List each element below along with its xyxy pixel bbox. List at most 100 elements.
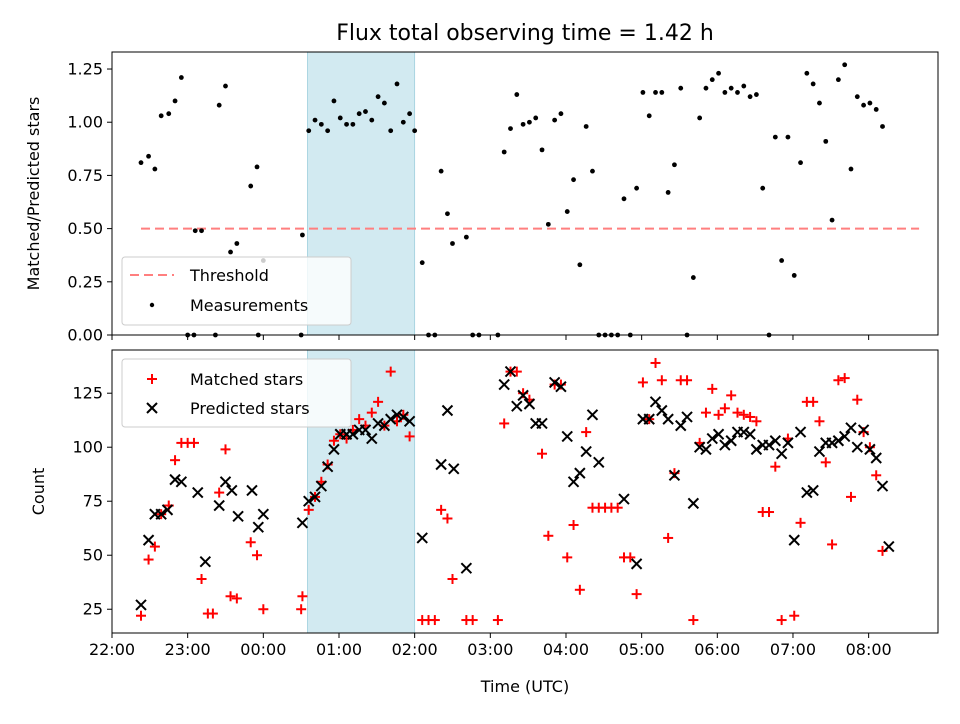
x-marker-b [643,413,655,425]
matched-star-point [770,461,781,472]
predicted-star-point [813,445,826,458]
measurement-point [312,117,318,123]
predicted-star-point [775,447,788,460]
predicted-star-point [649,396,662,408]
matched-star-point [196,573,207,584]
x-marker-b [142,534,155,546]
matched-star-point [568,519,579,530]
matched-star-point [663,532,674,543]
x-marker-b [712,428,725,440]
x-marker-b [303,495,315,507]
measurement-point [400,119,406,125]
predicted-star-point [246,484,258,497]
x-marker-b [441,404,454,417]
x-marker-b [838,430,851,443]
bottom-axis-ticks: 22:00 23:00 00:00 01:00 02:00 03:00 04:00 05:00… [72,384,891,659]
bottom-y-axis-label: Count [29,468,48,516]
predicted-star-point [788,534,800,546]
x-marker-b [226,484,238,497]
measurement-point [880,124,885,129]
x-marker-b [511,400,523,412]
matched-star-point [170,455,181,466]
measurement-point [722,90,728,95]
predicted-star-point [257,508,270,520]
measurement-point [665,190,671,195]
measurement-point [445,211,450,217]
x-marker-b [687,497,700,510]
top-legend: Threshold Measurements [121,256,352,326]
matched-star-point [511,366,522,377]
measurement-point [823,138,829,144]
measurement-point [659,90,665,95]
matched-star-point [631,589,642,600]
x-marker-b [252,521,264,533]
measurement-point [539,147,545,153]
measurement-point [798,160,803,166]
x-marker-b [403,415,416,427]
x-marker-b [668,469,681,482]
matched-star-point [188,437,199,448]
y-tick-label: 0.75 [67,166,103,185]
x-marker-b [391,409,403,421]
predicted-star-point [693,441,706,453]
measurement-point [842,62,848,68]
predicted-star-point [845,422,857,434]
y-tick-label: 125 [72,384,103,403]
measurement-point [363,109,368,114]
matched-star-point [231,593,242,604]
x-marker-b [706,432,718,445]
y-tick-label: 1.00 [67,113,103,132]
x-marker-b [593,456,605,469]
measurement-point [138,160,144,166]
predicted-star-point [523,398,536,410]
predicted-star-point [807,484,819,497]
measurement-point [248,183,254,189]
measurement-point [514,92,520,97]
x-marker-b [725,435,737,447]
matched-star-point [852,394,863,405]
measurement-point [192,228,198,234]
measurement-point [672,162,677,168]
predicted-star-point [719,439,731,451]
measurement-point [873,107,879,112]
measurement-point [779,258,785,263]
predicted-star-point [347,428,359,440]
measurement-point [810,81,816,87]
predicted-star-point [328,443,340,456]
predicted-star-point [161,504,174,516]
matched-star-point [214,487,225,498]
predicted-star-point [643,413,655,425]
x-tick-label: 02:00 [392,640,438,659]
measurement-point [223,83,228,89]
matched-star-point [404,431,415,442]
x-marker-b [561,430,573,443]
predicted-star-point [548,376,561,389]
measurement-point [178,75,184,80]
predicted-star-point [441,404,454,417]
x-marker-b [788,534,800,546]
predicted-stars-points [135,365,895,611]
matched-star-point [776,615,787,626]
top-legend-box [121,256,352,326]
measurement-point [158,113,164,119]
x-marker-b [309,491,321,503]
measurement-point [337,115,343,121]
measurement-point [835,77,841,83]
predicted-star-point [681,411,693,423]
predicted-star-point [397,411,410,423]
matched-star-point [650,357,661,368]
x-marker-b [536,417,548,430]
x-marker-b [232,510,244,523]
measurement-point [545,221,551,227]
predicted-star-point [498,378,510,391]
x-marker-b [416,532,428,544]
matched-star-point [637,377,648,388]
matched-star-point [136,610,147,621]
matched-star-point [143,554,154,565]
x-marker-b [813,445,826,458]
matched-star-point [612,502,623,513]
measurement-point [438,168,444,174]
measurement-point [501,149,507,155]
measurement-point [760,185,766,191]
x-marker-b [448,463,460,475]
